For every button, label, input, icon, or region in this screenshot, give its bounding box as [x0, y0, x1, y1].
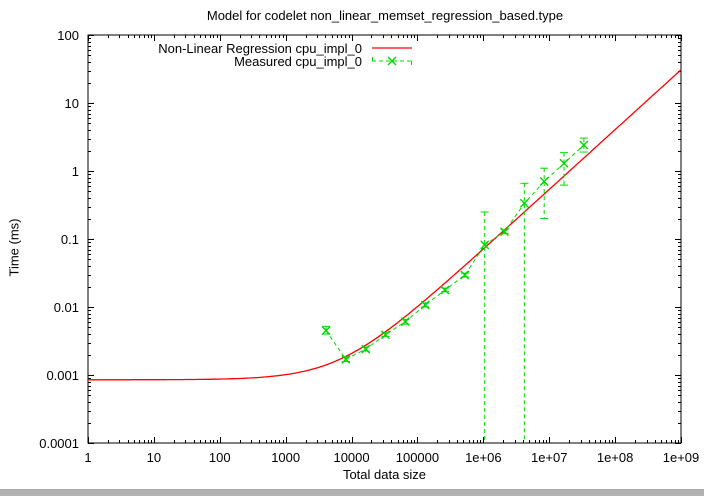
x-tick-label: 1: [84, 450, 92, 465]
y-tick-label: 10: [64, 96, 79, 111]
y-tick-label: 0.0001: [39, 436, 79, 451]
legend-label-measured: Measured cpu_impl_0: [234, 54, 362, 69]
x-tick-label: 1e+07: [530, 450, 568, 465]
chart-title: Model for codelet non_linear_memset_regr…: [206, 8, 564, 23]
x-tick-label: 1e+08: [596, 450, 634, 465]
x-tick-label: 1000: [271, 450, 301, 465]
x-tick-label: 100: [208, 450, 231, 465]
x-tick-label: 100000: [395, 450, 440, 465]
x-tick-label: 1e+09: [662, 450, 700, 465]
y-tick-label: 100: [57, 28, 79, 43]
window-scrollbar[interactable]: [0, 489, 704, 496]
y-tick-label: 0.1: [60, 232, 79, 247]
y-tick-label: 0.001: [46, 368, 79, 383]
x-axis-title: Total data size: [342, 467, 427, 482]
y-tick-label: 0.01: [53, 300, 79, 315]
legend: Non-Linear Regression cpu_impl_0 Measure…: [0, 42, 362, 68]
x-tick-label: 10000: [333, 450, 370, 465]
legend-label-regression: Non-Linear Regression cpu_impl_0: [158, 41, 362, 56]
x-tick-label: 1e+06: [465, 450, 502, 465]
x-tick-label: 10: [146, 450, 162, 465]
y-tick-label: 1: [71, 164, 79, 179]
